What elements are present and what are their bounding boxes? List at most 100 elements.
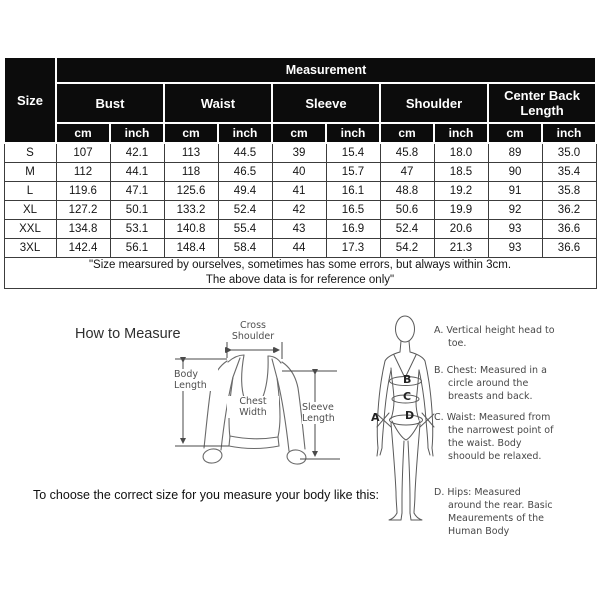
- size-chart-table: Size Measurement Bust Waist Sleeve Shoul…: [3, 56, 597, 289]
- value-cell: 44.1: [109, 161, 165, 182]
- value-cell: 47: [379, 161, 435, 182]
- size-cell: XL: [3, 199, 57, 220]
- value-cell: 55.4: [217, 218, 273, 239]
- value-cell: 127.2: [55, 199, 111, 220]
- value-cell: 20.6: [433, 218, 489, 239]
- figure-marker-c: C: [403, 390, 412, 403]
- value-cell: 50.1: [109, 199, 165, 220]
- header-row-measurement: Size Measurement: [3, 56, 597, 144]
- body-figure-diagram: [376, 315, 435, 521]
- group-header-shoulder: Shoulder: [379, 82, 489, 124]
- measure-point-text: Waist: Measured from the narrowest point…: [446, 412, 554, 462]
- size-chart-table-wrap: Size Measurement Bust Waist Sleeve Shoul…: [3, 56, 597, 289]
- table-row: XL 127.2 50.1 133.2 52.4 42 16.5 50.6 19…: [3, 199, 597, 220]
- value-cell: 40: [271, 161, 327, 182]
- measure-point-a: A. Vertical height head to toe.: [434, 324, 556, 350]
- unit-header: inch: [217, 122, 273, 144]
- header-row-groups: Bust Waist Sleeve Shoulder Center Back L…: [4, 82, 597, 124]
- table-row: L 119.6 47.1 125.6 49.4 41 16.1 48.8 19.…: [3, 180, 597, 201]
- value-cell: 49.4: [217, 180, 273, 201]
- sleeve-length-label: Sleeve Length: [302, 402, 348, 424]
- figure-marker-a: A: [371, 411, 380, 424]
- table-row: M 112 44.1 118 46.5 40 15.7 47 18.5 90 3…: [3, 161, 597, 182]
- size-note: "Size mearsured by ourselves, sometimes …: [3, 256, 597, 289]
- chest-width-label: Chest Width: [227, 396, 279, 418]
- choose-size-instruction: To choose the correct size for you measu…: [33, 488, 379, 502]
- value-cell: 92: [487, 199, 543, 220]
- value-cell: 15.7: [325, 161, 381, 182]
- value-cell: 125.6: [163, 180, 219, 201]
- value-cell: 54.2: [379, 237, 435, 258]
- value-cell: 107: [55, 142, 111, 163]
- value-cell: 44.5: [217, 142, 273, 163]
- value-cell: 16.9: [325, 218, 381, 239]
- size-cell: L: [3, 180, 57, 201]
- dimension-arrows: [175, 340, 340, 460]
- header-row-units: cm inch cm inch cm inch cm inch cm inch: [4, 122, 597, 144]
- value-cell: 16.1: [325, 180, 381, 201]
- measure-point-label: A.: [434, 325, 444, 336]
- value-cell: 19.9: [433, 199, 489, 220]
- how-to-measure-title: How to Measure: [75, 326, 181, 342]
- unit-header: cm: [163, 122, 219, 144]
- value-cell: 36.6: [541, 237, 597, 258]
- value-cell: 142.4: [55, 237, 111, 258]
- value-cell: 36.2: [541, 199, 597, 220]
- value-cell: 52.4: [217, 199, 273, 220]
- value-cell: 43: [271, 218, 327, 239]
- value-cell: 148.4: [163, 237, 219, 258]
- value-cell: 21.3: [433, 237, 489, 258]
- value-cell: 119.6: [55, 180, 111, 201]
- body-figure-outline: [376, 315, 435, 521]
- cross-shoulder-label: Cross Shoulder: [222, 320, 284, 342]
- measure-point-label: D.: [434, 487, 445, 498]
- measurement-header: Measurement: [55, 56, 597, 84]
- unit-header: cm: [487, 122, 543, 144]
- size-note-line1: "Size mearsured by ourselves, sometimes …: [88, 258, 512, 271]
- value-cell: 133.2: [163, 199, 219, 220]
- size-cell: XXL: [3, 218, 57, 239]
- value-cell: 45.8: [379, 142, 435, 163]
- value-cell: 58.4: [217, 237, 273, 258]
- unit-header: cm: [271, 122, 327, 144]
- value-cell: 50.6: [379, 199, 435, 220]
- unit-header: cm: [55, 122, 111, 144]
- table-row: S 107 42.1 113 44.5 39 15.4 45.8 18.0 89…: [3, 142, 597, 163]
- value-cell: 36.6: [541, 218, 597, 239]
- measure-point-text: Vertical height head to toe.: [446, 325, 555, 349]
- value-cell: 91: [487, 180, 543, 201]
- value-cell: 93: [487, 218, 543, 239]
- value-cell: 134.8: [55, 218, 111, 239]
- note-row: "Size mearsured by ourselves, sometimes …: [3, 256, 597, 289]
- unit-header: inch: [433, 122, 489, 144]
- value-cell: 48.8: [379, 180, 435, 201]
- size-column-header: Size: [3, 56, 57, 144]
- size-note-line2: The above data is for reference only": [205, 273, 395, 286]
- measure-point-text: Chest: Measured in a circle around the b…: [446, 365, 547, 402]
- size-cell: 3XL: [3, 237, 57, 258]
- table-row: XXL 134.8 53.1 140.8 55.4 43 16.9 52.4 2…: [3, 218, 597, 239]
- measure-point-label: C.: [434, 412, 444, 423]
- value-cell: 17.3: [325, 237, 381, 258]
- table-row: 3XL 142.4 56.1 148.4 58.4 44 17.3 54.2 2…: [3, 237, 597, 258]
- group-header-sleeve: Sleeve: [271, 82, 381, 124]
- group-header-center-back-length: Center Back Length: [487, 82, 597, 124]
- unit-header: inch: [541, 122, 597, 144]
- value-cell: 90: [487, 161, 543, 182]
- value-cell: 52.4: [379, 218, 435, 239]
- unit-header: cm: [379, 122, 435, 144]
- value-cell: 140.8: [163, 218, 219, 239]
- unit-header: inch: [325, 122, 381, 144]
- value-cell: 89: [487, 142, 543, 163]
- value-cell: 42.1: [109, 142, 165, 163]
- value-cell: 35.4: [541, 161, 597, 182]
- measure-point-d: D. Hips: Measured around the rear. Basic…: [434, 486, 556, 538]
- value-cell: 112: [55, 161, 111, 182]
- figure-marker-b: B: [403, 373, 412, 386]
- measure-point-label: B.: [434, 365, 444, 376]
- size-cell: S: [3, 142, 57, 163]
- value-cell: 16.5: [325, 199, 381, 220]
- value-cell: 18.0: [433, 142, 489, 163]
- value-cell: 39: [271, 142, 327, 163]
